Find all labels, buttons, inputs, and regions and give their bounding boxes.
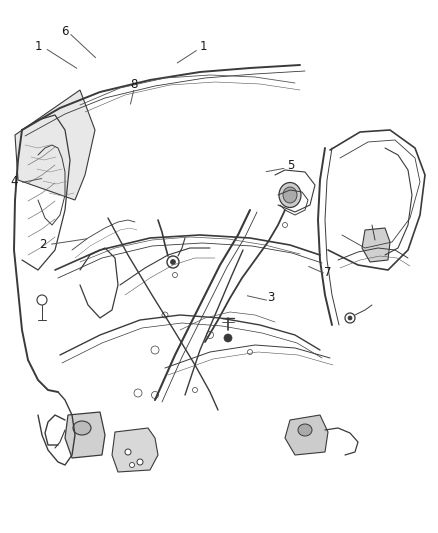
Ellipse shape [125,449,131,455]
Polygon shape [112,428,158,472]
Ellipse shape [348,316,352,320]
Ellipse shape [206,332,213,338]
Text: 5: 5 [288,159,295,172]
Ellipse shape [224,334,232,342]
Polygon shape [362,228,390,262]
Text: 2: 2 [39,238,47,251]
Polygon shape [15,90,95,200]
Text: 6: 6 [61,26,69,38]
Ellipse shape [162,312,168,318]
Text: 1: 1 [200,41,208,53]
Text: 7: 7 [324,266,332,279]
Text: 4: 4 [10,175,18,188]
Ellipse shape [151,346,159,354]
Text: 1: 1 [35,41,42,53]
Ellipse shape [73,421,91,435]
Polygon shape [65,412,105,458]
Ellipse shape [298,424,312,436]
Ellipse shape [152,392,159,399]
Ellipse shape [137,459,143,465]
Ellipse shape [134,389,142,397]
Ellipse shape [283,187,297,203]
Ellipse shape [170,260,176,264]
Polygon shape [285,415,328,455]
Text: 8: 8 [130,78,137,91]
Ellipse shape [130,463,134,467]
Ellipse shape [279,182,301,207]
Text: 3: 3 [267,291,274,304]
